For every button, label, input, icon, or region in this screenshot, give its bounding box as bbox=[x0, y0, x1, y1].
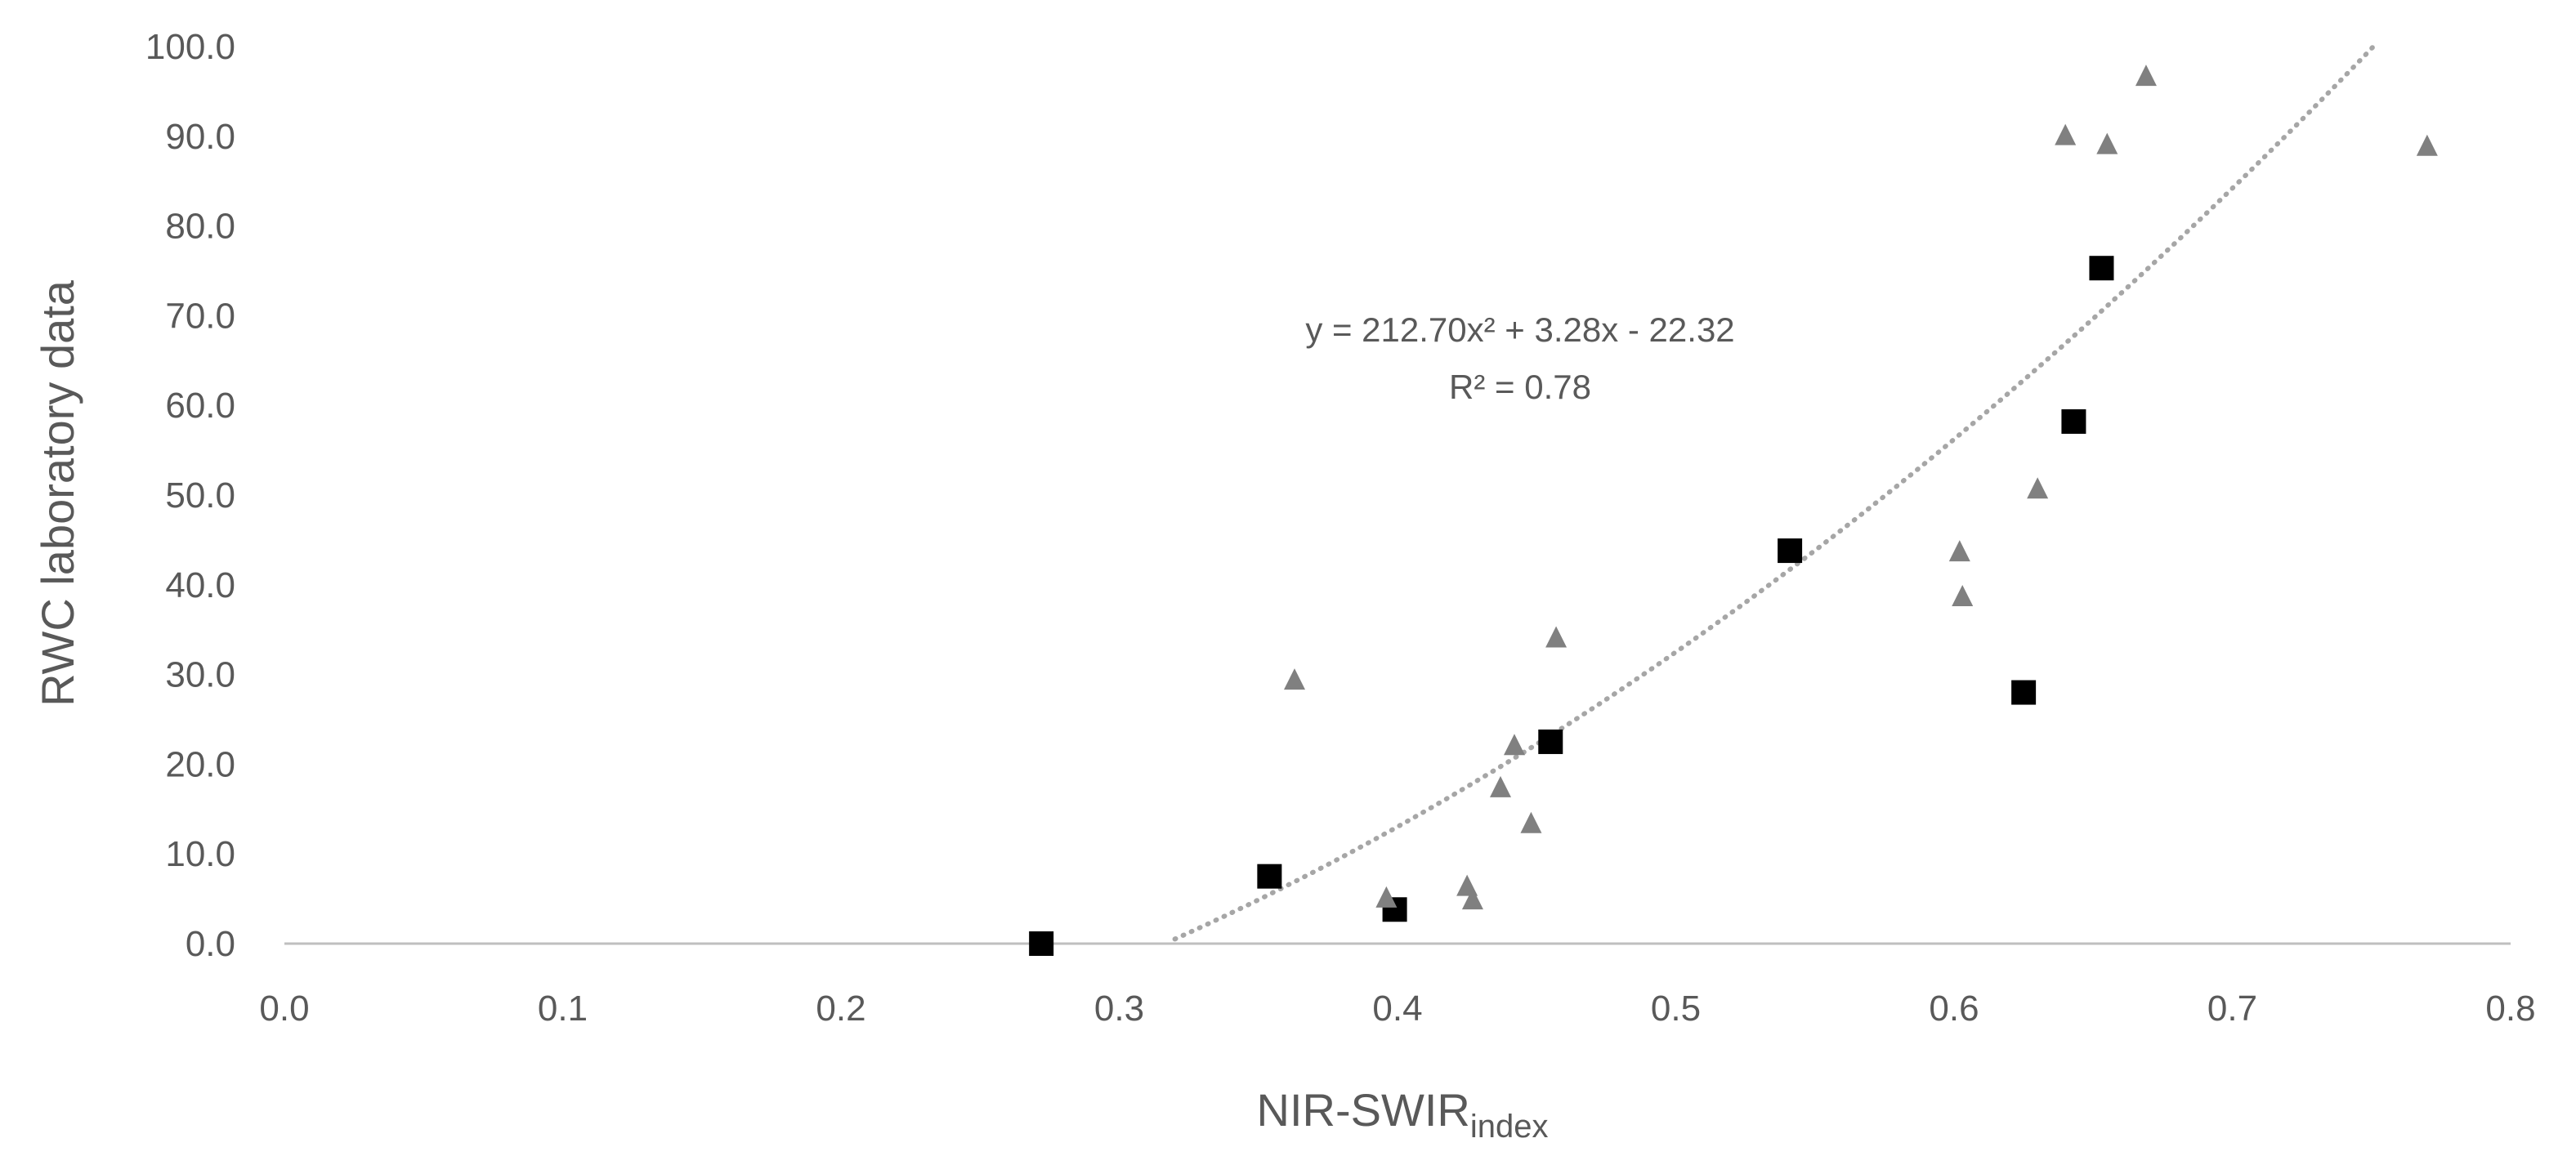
triangle-point bbox=[2055, 123, 2077, 145]
triangle-point bbox=[1545, 626, 1568, 648]
square-point bbox=[1257, 864, 1282, 889]
y-tick-label: 20.0 bbox=[165, 744, 235, 784]
y-tick-label: 70.0 bbox=[165, 296, 235, 336]
trendline-equation: y = 212.70x² + 3.28x - 22.32 bbox=[1305, 310, 1734, 349]
trendline-layer bbox=[1172, 40, 2380, 942]
x-tick-label: 0.8 bbox=[2485, 989, 2535, 1029]
y-tick-label: 30.0 bbox=[165, 655, 235, 695]
x-tick-label: 0.2 bbox=[816, 989, 865, 1029]
triangle-point bbox=[1375, 886, 1398, 908]
x-axis-title-main: NIR-SWIR bbox=[1257, 1084, 1470, 1136]
trendline-r-squared: R² = 0.78 bbox=[1449, 368, 1591, 406]
square-point bbox=[1778, 538, 1803, 564]
triangle-point bbox=[1284, 668, 1306, 690]
square-point bbox=[2061, 408, 2086, 434]
y-tick-label: 90.0 bbox=[165, 117, 235, 157]
data-points bbox=[1029, 65, 2438, 956]
square-point bbox=[1538, 729, 1563, 754]
x-axis-title-subscript: index bbox=[1470, 1109, 1549, 1145]
triangle-point bbox=[1461, 888, 1483, 910]
y-tick-label: 80.0 bbox=[165, 207, 235, 247]
x-tick-label: 0.1 bbox=[538, 989, 588, 1029]
triangle-point bbox=[1489, 775, 1511, 797]
x-tick-label: 0.3 bbox=[1094, 989, 1144, 1029]
triangle-point bbox=[1948, 540, 1970, 562]
square-point bbox=[2089, 256, 2114, 281]
x-tick-labels: 0.0 0.1 0.2 0.3 0.4 0.5 0.6 0.7 0.8 bbox=[259, 989, 2535, 1029]
x-tick-label: 0.0 bbox=[259, 989, 309, 1029]
triangle-point bbox=[2096, 132, 2118, 154]
y-tick-label: 40.0 bbox=[165, 565, 235, 605]
y-tick-label: 0.0 bbox=[186, 924, 235, 964]
square-point bbox=[1029, 931, 1054, 956]
x-tick-label: 0.6 bbox=[1929, 989, 1979, 1029]
square-point bbox=[2011, 680, 2037, 705]
trendline-path bbox=[1172, 40, 2380, 942]
y-axis-title: RWC laboratory data bbox=[32, 279, 83, 707]
y-tick-label: 10.0 bbox=[165, 834, 235, 874]
y-tick-label: 100.0 bbox=[145, 27, 235, 67]
x-axis-title: NIR-SWIRindex bbox=[1257, 1084, 1549, 1145]
x-tick-label: 0.4 bbox=[1372, 989, 1422, 1029]
y-tick-labels: 0.0 10.0 20.0 30.0 40.0 50.0 60.0 70.0 80.0 90.0 1… bbox=[145, 27, 235, 964]
triangle-point bbox=[2416, 134, 2438, 156]
triangle-point bbox=[2027, 477, 2049, 499]
y-tick-label: 50.0 bbox=[165, 475, 235, 516]
x-tick-label: 0.7 bbox=[2207, 989, 2257, 1029]
x-tick-label: 0.5 bbox=[1651, 989, 1701, 1029]
y-tick-label: 60.0 bbox=[165, 386, 235, 426]
triangle-point bbox=[1520, 811, 1542, 833]
triangle-point bbox=[2135, 65, 2157, 87]
triangle-point bbox=[1952, 584, 1974, 606]
triangle-point bbox=[1504, 734, 1526, 756]
